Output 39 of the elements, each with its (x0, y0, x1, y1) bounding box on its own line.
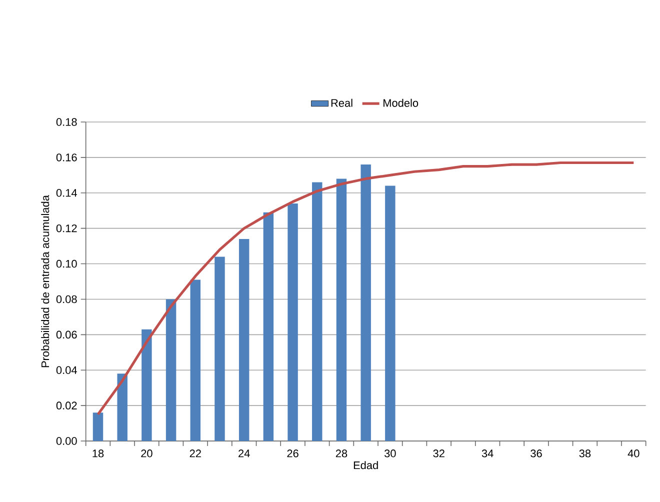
x-tick-label: 18 (92, 450, 104, 458)
x-tick-label: 40 (628, 450, 640, 458)
x-tick-label: 38 (579, 450, 591, 458)
legend-label: Modelo (384, 98, 418, 107)
x-tick-label: 36 (530, 450, 542, 458)
x-tick-label: 34 (482, 450, 494, 458)
y-tick-label: 0.04 (56, 366, 77, 374)
bar (214, 256, 225, 441)
y-tick-label: 0.00 (56, 437, 77, 445)
y-tick-label: 0.06 (56, 330, 77, 339)
bar (92, 412, 104, 441)
x-tick-label: 26 (287, 450, 298, 458)
legend-label: Real (331, 98, 352, 107)
bar (190, 280, 201, 441)
bar (117, 374, 128, 441)
bar (360, 164, 371, 441)
bar (142, 329, 152, 441)
x-tick-label: 32 (433, 450, 444, 458)
bar (288, 204, 298, 441)
y-tick-label: 0.16 (56, 154, 77, 162)
x-tick-label: 24 (238, 450, 250, 458)
y-tick-label: 0.08 (56, 295, 77, 304)
y-tick-label: 0.14 (56, 189, 77, 197)
x-axis-title: Edad (354, 461, 378, 470)
x-tick-label: 22 (190, 450, 201, 458)
y-tick-label: 0.10 (56, 260, 77, 268)
bar (312, 182, 322, 441)
bar (238, 238, 250, 441)
y-tick-label: 0.02 (56, 402, 77, 410)
bar (385, 186, 396, 441)
y-tick-label: 0.12 (56, 224, 77, 232)
y-tick-label: 0.18 (56, 118, 77, 126)
bar (336, 178, 347, 441)
x-tick-label: 28 (336, 450, 348, 458)
y-axis-title: Probabilidad de entrada acumulada (41, 195, 50, 368)
bar (166, 299, 176, 441)
x-tick-label: 20 (141, 450, 152, 458)
x-tick-label: 30 (384, 450, 396, 458)
bar (263, 212, 274, 441)
